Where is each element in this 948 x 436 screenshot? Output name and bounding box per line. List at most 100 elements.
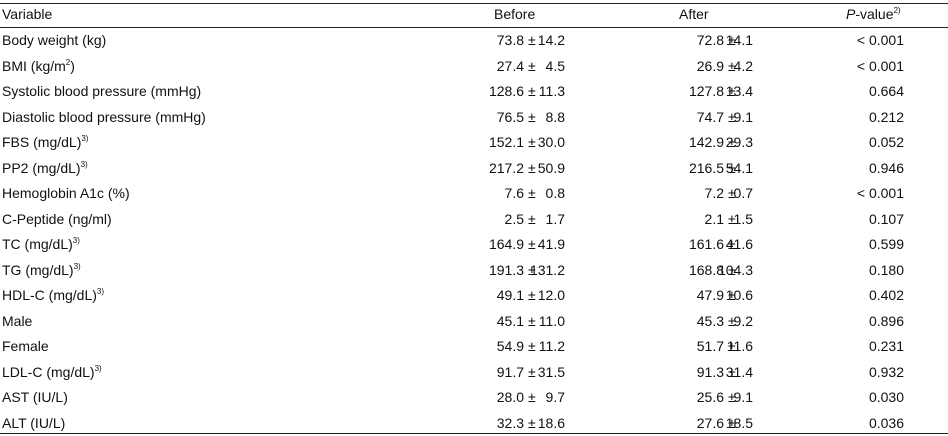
after-mean: 161.6 (688, 236, 724, 252)
after-plus-minus: ± (728, 389, 736, 405)
after-mean: 7.2 (704, 185, 724, 201)
row-label: FBS (mg/dL)3) (2, 130, 88, 156)
after-plus-minus: ± (728, 185, 736, 201)
before-mean: 73.8 (496, 32, 524, 48)
after-sd: 9.2 (733, 312, 753, 329)
row-label-text: Female (2, 338, 49, 354)
before-sd: 30.0 (537, 134, 565, 150)
row-label: Systolic blood pressure (mmHg) (2, 79, 201, 105)
row-label-superscript: 3) (72, 236, 80, 245)
after-sd: 0.7 (733, 185, 753, 201)
row-label-text: AST (IU/L) (2, 389, 68, 405)
after-plus-minus: ± (728, 32, 736, 48)
before-plus-minus: ± (528, 414, 536, 431)
before-mean: 45.1 (496, 312, 524, 329)
row-label-tail: ) (70, 57, 75, 74)
after-plus-minus: ± (728, 57, 736, 74)
row-label: Diastolic blood pressure (mmHg) (2, 105, 206, 131)
p-value: 0.030 (868, 389, 904, 405)
after-sd: 10.6 (725, 287, 753, 303)
after-mean: 142.9 (688, 134, 724, 150)
after-plus-minus: ± (728, 210, 736, 227)
header-variable: Variable (2, 6, 53, 22)
row-label: TG (mg/dL)3) (2, 258, 81, 284)
row-label-superscript: 3) (94, 363, 102, 373)
before-sd: 131.2 (529, 261, 565, 278)
before-plus-minus: ± (528, 185, 536, 201)
before-sd: 11.0 (538, 312, 565, 329)
after-mean: 26.9 (696, 57, 724, 74)
before-plus-minus: ± (528, 210, 536, 227)
table-bottom-rule (0, 433, 948, 434)
table-row: Female 54.9 ±11.2 51.7 ±11.6 0.231 (0, 334, 948, 360)
row-label-superscript: 2 (65, 57, 71, 67)
before-plus-minus: ± (528, 83, 536, 99)
after-mean: 51.7 (696, 338, 724, 354)
before-plus-minus: ± (528, 338, 536, 354)
before-sd: 50.9 (537, 159, 565, 176)
after-sd: 9.1 (733, 108, 753, 125)
before-mean: 7.6 (504, 185, 524, 201)
before-sd: 8.8 (545, 108, 565, 125)
after-mean: 47.9 (696, 287, 724, 303)
table-header-row: Variable Before After P-value2) (0, 2, 948, 28)
header-after: After (679, 6, 709, 22)
before-mean: 217.2 (488, 159, 524, 176)
before-sd: 11.3 (538, 83, 565, 99)
after-plus-minus: ± (728, 236, 736, 252)
table-row: Male 45.1 ±11.0 45.3 ±9.2 0.896 (0, 309, 948, 335)
after-mean: 168.8 (688, 261, 724, 278)
before-mean: 191.3 (488, 261, 524, 278)
before-sd: 12.0 (537, 287, 565, 303)
row-label: Female (2, 334, 49, 360)
after-plus-minus: ± (728, 312, 736, 329)
p-value: 0.052 (868, 134, 904, 150)
p-value: < 0.001 (856, 185, 904, 201)
row-label-superscript: 3) (73, 261, 81, 271)
header-p-footnote: 2) (893, 6, 901, 15)
row-label: HDL-C (mg/dL)3) (2, 283, 104, 309)
after-mean: 72.8 (696, 32, 724, 48)
after-sd: 9.1 (733, 389, 753, 405)
row-label: TC (mg/dL)3) (2, 232, 80, 258)
p-value: < 0.001 (856, 32, 904, 48)
before-plus-minus: ± (528, 159, 536, 176)
table-row: ALT (IU/L) 32.3 ±18.6 27.6 ±18.5 0.036 (0, 411, 948, 436)
after-sd: 104.3 (717, 261, 753, 278)
table-row: FBS (mg/dL)3) 152.1 ±30.0 142.9 ±29.3 0.052 (0, 130, 948, 156)
row-label-text: Body weight (kg) (2, 32, 107, 48)
before-sd: 9.7 (545, 389, 565, 405)
table-row: TG (mg/dL)3) 191.3 ±131.2 168.8 ±104.3 0.180 (0, 258, 948, 284)
row-label: AST (IU/L) (2, 385, 68, 411)
before-mean: 128.6 (488, 83, 524, 99)
table-top-rule (0, 3, 948, 4)
before-mean: 152.1 (488, 134, 524, 150)
header-before: Before (494, 6, 536, 22)
after-plus-minus: ± (728, 83, 736, 99)
before-plus-minus: ± (528, 287, 536, 303)
after-sd: 54.1 (725, 159, 753, 176)
row-label: Hemoglobin A1c (%) (2, 181, 130, 207)
row-label: LDL-C (mg/dL)3) (2, 360, 102, 386)
row-label-text: PP2 (mg/dL) (2, 159, 81, 176)
p-value: 0.212 (868, 108, 904, 125)
p-value: < 0.001 (856, 57, 904, 74)
table-row: LDL-C (mg/dL)3) 91.7 ±31.5 91.3 ±31.4 0.932 (0, 360, 948, 386)
row-label-text: LDL-C (mg/dL) (2, 363, 95, 380)
header-p-value: P-value2) (846, 2, 901, 28)
table-header-rule (0, 27, 948, 28)
after-plus-minus: ± (728, 287, 736, 303)
before-sd: 4.5 (545, 57, 565, 74)
table-row: Systolic blood pressure (mmHg) 128.6 ±11.3… (0, 79, 948, 105)
after-sd: 13.4 (725, 83, 753, 99)
header-p-italic: P (846, 6, 856, 22)
after-sd: 29.3 (725, 134, 753, 150)
table-row: Diastolic blood pressure (mmHg) 76.5 ±8.8 7… (0, 105, 948, 131)
before-sd: 18.6 (537, 414, 565, 431)
after-mean: 91.3 (696, 363, 724, 380)
before-sd: 31.5 (537, 363, 565, 380)
before-mean: 49.1 (496, 287, 524, 303)
p-value: 0.932 (868, 363, 904, 380)
row-label-text: TC (mg/dL) (2, 236, 73, 252)
after-sd: 41.6 (725, 236, 753, 252)
